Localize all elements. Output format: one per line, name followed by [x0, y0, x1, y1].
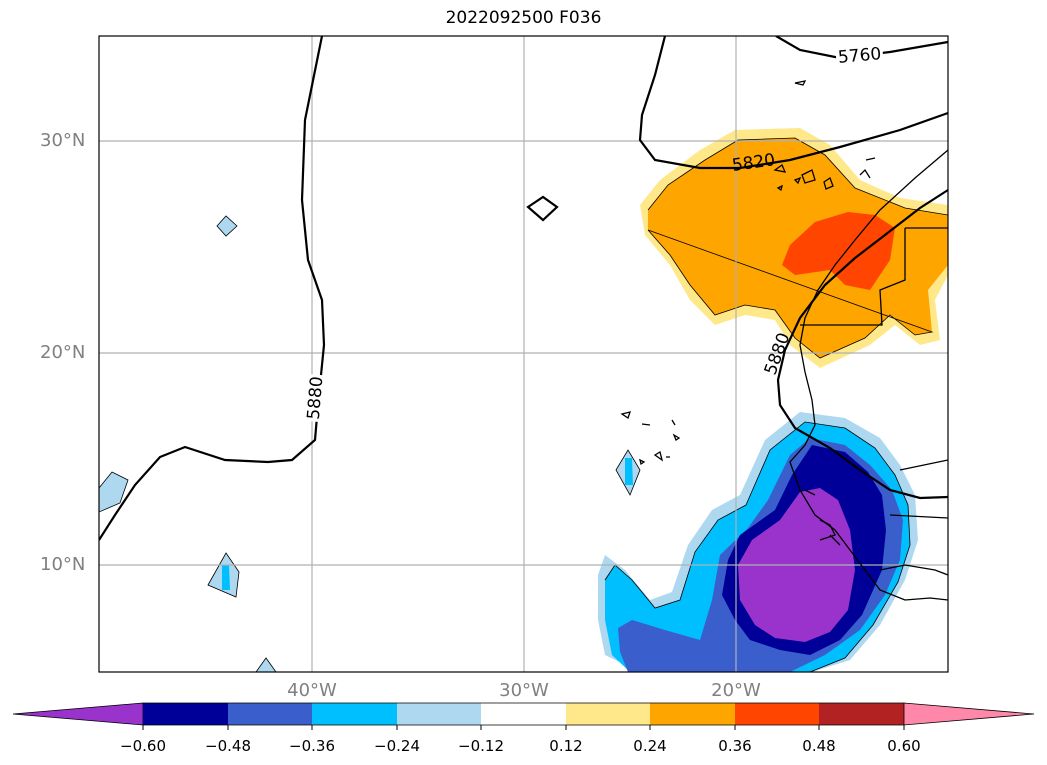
colorbar-tick: 0.12: [549, 737, 583, 755]
contour-label-5760: 5760: [835, 43, 885, 69]
contour-label-5880-west: 5880: [303, 373, 328, 423]
colorbar-tick: −0.48: [205, 737, 251, 755]
colorbar: [12, 702, 1035, 730]
colorbar-tick: −0.36: [289, 737, 335, 755]
graticule: [99, 36, 948, 672]
anomaly-small-blob: [99, 471, 129, 513]
lat-label-20n: 20°N: [40, 342, 86, 363]
colorbar-tick: −0.24: [374, 737, 420, 755]
anomaly-small-blob: [625, 458, 633, 485]
lon-label-30w: 30°W: [499, 680, 549, 701]
lon-label-20w: 20°W: [711, 680, 761, 701]
map-frame: [98, 35, 949, 673]
map-title: 2022092500 F036: [445, 8, 602, 28]
lat-label-30n: 30°N: [40, 130, 86, 151]
anomaly-positive-strong: [782, 212, 895, 290]
anomaly-small-blob: [216, 215, 238, 237]
lon-label-40w: 40°W: [287, 680, 337, 701]
lat-label-10n: 10°N: [40, 554, 86, 575]
colorbar-tick: 0.24: [633, 737, 667, 755]
height-contours: [99, 36, 948, 541]
anomaly-small-blob: [255, 657, 277, 672]
colorbar-tick: 0.36: [718, 737, 752, 755]
colorbar-tick: −0.12: [458, 737, 504, 755]
anomaly-small-blob: [222, 565, 230, 590]
coastline: [620, 80, 948, 601]
colorbar-tick: 0.60: [887, 737, 921, 755]
colorbar-tick: 0.48: [802, 737, 836, 755]
colorbar-tick: −0.60: [120, 737, 166, 755]
